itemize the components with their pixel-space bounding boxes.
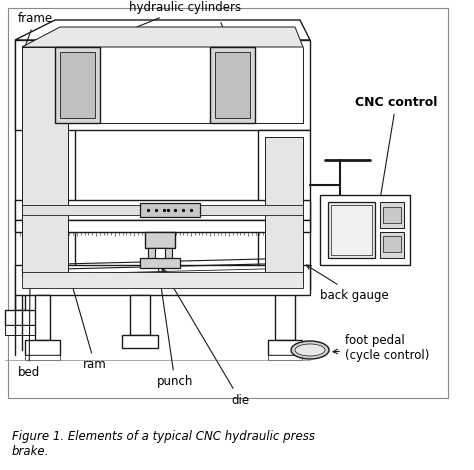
Ellipse shape xyxy=(295,344,325,356)
Polygon shape xyxy=(331,205,372,255)
Polygon shape xyxy=(383,207,401,223)
Polygon shape xyxy=(148,248,172,258)
Text: CNC control: CNC control xyxy=(355,95,438,226)
Text: punch: punch xyxy=(154,249,193,389)
Text: brake.: brake. xyxy=(12,445,49,458)
Text: frame: frame xyxy=(18,11,53,51)
Polygon shape xyxy=(25,355,60,360)
Polygon shape xyxy=(35,295,50,340)
Polygon shape xyxy=(268,355,302,360)
Polygon shape xyxy=(15,40,75,285)
Polygon shape xyxy=(22,47,68,278)
Polygon shape xyxy=(383,236,401,252)
Polygon shape xyxy=(155,248,165,258)
Text: back gauge: back gauge xyxy=(306,265,389,301)
Polygon shape xyxy=(22,272,303,288)
Ellipse shape xyxy=(291,341,329,359)
Polygon shape xyxy=(258,130,310,290)
Polygon shape xyxy=(122,335,158,348)
Polygon shape xyxy=(60,52,95,118)
Polygon shape xyxy=(5,325,40,335)
Polygon shape xyxy=(130,295,150,335)
Polygon shape xyxy=(140,203,200,217)
Polygon shape xyxy=(145,232,175,248)
Polygon shape xyxy=(22,205,303,215)
Polygon shape xyxy=(210,47,255,123)
Bar xyxy=(8,8,448,398)
Polygon shape xyxy=(15,265,310,295)
Polygon shape xyxy=(15,285,25,310)
Text: bed: bed xyxy=(18,284,40,379)
Polygon shape xyxy=(320,195,410,265)
Text: die: die xyxy=(162,268,249,407)
Polygon shape xyxy=(22,27,303,47)
Polygon shape xyxy=(55,47,100,123)
Polygon shape xyxy=(328,202,375,258)
Polygon shape xyxy=(5,310,40,325)
Polygon shape xyxy=(15,40,310,130)
Polygon shape xyxy=(215,52,250,118)
Text: ram: ram xyxy=(50,212,107,371)
Polygon shape xyxy=(15,200,310,220)
Polygon shape xyxy=(265,137,303,283)
Polygon shape xyxy=(380,232,404,258)
Polygon shape xyxy=(380,202,404,228)
Text: hydraulic cylinders: hydraulic cylinders xyxy=(79,1,241,51)
Polygon shape xyxy=(275,290,295,340)
Text: Figure 1. Elements of a typical CNC hydraulic press: Figure 1. Elements of a typical CNC hydr… xyxy=(12,430,315,443)
Polygon shape xyxy=(268,340,302,355)
Polygon shape xyxy=(140,258,180,268)
Polygon shape xyxy=(25,340,60,355)
Polygon shape xyxy=(15,220,310,232)
Polygon shape xyxy=(15,20,310,40)
Text: foot pedal
(cycle control): foot pedal (cycle control) xyxy=(333,334,429,362)
